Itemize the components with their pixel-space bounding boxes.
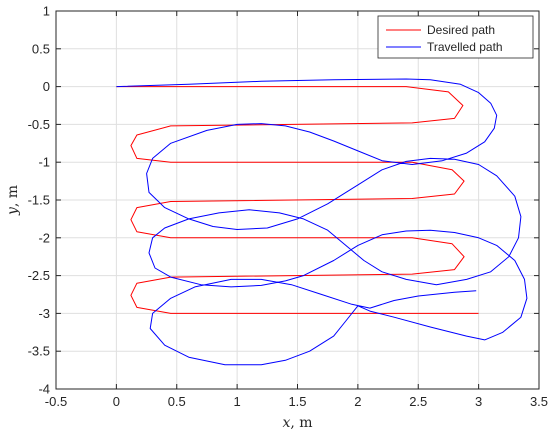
x-tick-label: 2 [354, 394, 361, 409]
legend-entry-desired-path: Desired path [427, 23, 495, 37]
legend-entry-travelled-path: Travelled path [427, 40, 503, 54]
series-layer [116, 78, 528, 366]
y-tick-label: -0.5 [28, 117, 50, 132]
y-tick-label: 0.5 [32, 41, 50, 56]
x-tick-label: 1.5 [288, 394, 306, 409]
y-axis-label: y, m [5, 185, 21, 216]
y-tick-label: -1.5 [28, 193, 50, 208]
y-tick-label: -4 [38, 382, 50, 397]
y-tick-label: 1 [43, 4, 50, 19]
x-tick-label: 3.5 [530, 394, 548, 409]
y-tick-label: -3 [38, 306, 50, 321]
x-axis-label: x, m [282, 415, 312, 431]
x-tick-label: 0 [113, 394, 120, 409]
y-tick-label: 0 [43, 79, 50, 94]
x-tick-label: 1 [234, 394, 241, 409]
x-tick-label: 3 [475, 394, 482, 409]
y-tick-label: -2.5 [28, 268, 50, 283]
x-tick-label: 2.5 [409, 394, 427, 409]
ticks: -0.5 0 0.5 1 1.5 2 2.5 3 3.5 1 0.5 0 -0.5 -1 -1.5 -2 -2.… [28, 4, 548, 410]
x-tick-label: -0.5 [45, 394, 67, 409]
y-tick-label: -3.5 [28, 344, 50, 359]
y-tick-label: -1 [38, 155, 50, 170]
travelled-path-line [116, 78, 528, 366]
legend-box [377, 15, 534, 59]
desired-path-line [116, 86, 479, 314]
y-tick-label: -2 [38, 230, 50, 245]
legend: Desired path Travelled path [377, 15, 534, 59]
x-tick-label: 0.5 [168, 394, 186, 409]
